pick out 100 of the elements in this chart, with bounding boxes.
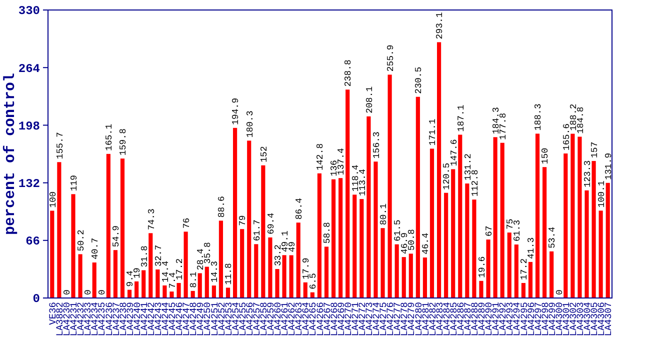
data-label: 208.1 bbox=[364, 86, 375, 114]
bar bbox=[360, 199, 364, 298]
bar bbox=[338, 178, 343, 298]
bar bbox=[388, 74, 392, 298]
bar bbox=[570, 134, 575, 298]
data-label: 171.1 bbox=[428, 118, 438, 146]
data-label: 177.8 bbox=[498, 112, 508, 140]
y-tick-label: 0 bbox=[32, 292, 40, 306]
bar bbox=[542, 167, 547, 298]
data-label: 53.4 bbox=[548, 226, 558, 248]
data-label: 150 bbox=[540, 148, 551, 164]
data-label: 76 bbox=[182, 218, 192, 229]
data-label: 165.1 bbox=[104, 124, 115, 151]
data-label: 180.3 bbox=[245, 110, 256, 138]
bar bbox=[162, 285, 167, 298]
bar bbox=[212, 286, 216, 298]
bar bbox=[422, 258, 427, 298]
bar bbox=[374, 162, 378, 298]
bar bbox=[57, 162, 62, 298]
bar bbox=[247, 140, 252, 298]
bar bbox=[317, 173, 322, 298]
bar bbox=[261, 165, 266, 298]
y-tick-label: 198 bbox=[18, 119, 40, 134]
data-label: 0 bbox=[98, 290, 108, 295]
bar bbox=[550, 251, 554, 298]
data-label: 137.4 bbox=[336, 148, 347, 176]
bar bbox=[578, 136, 582, 298]
bar bbox=[500, 142, 504, 298]
bar bbox=[324, 246, 329, 298]
bar bbox=[408, 254, 413, 298]
data-label: 54.9 bbox=[112, 225, 122, 248]
data-label: 157 bbox=[590, 142, 600, 158]
data-label: 86.4 bbox=[294, 198, 304, 220]
bar bbox=[598, 210, 603, 298]
bar bbox=[416, 96, 420, 298]
data-label: 184.8 bbox=[576, 106, 586, 134]
bar bbox=[156, 269, 160, 298]
data-label: 187.1 bbox=[456, 104, 466, 132]
y-tick-label: 264 bbox=[18, 62, 40, 76]
data-label: 100.1 bbox=[596, 180, 607, 208]
bar bbox=[479, 280, 484, 298]
bar bbox=[142, 270, 146, 298]
y-tick-label: 330 bbox=[18, 4, 40, 18]
bar bbox=[50, 210, 54, 298]
data-label: 49 bbox=[287, 241, 298, 252]
data-label: 80.1 bbox=[378, 203, 389, 226]
bar bbox=[303, 282, 308, 298]
data-label: 67 bbox=[484, 226, 494, 237]
bar bbox=[134, 281, 139, 298]
bar bbox=[218, 220, 224, 298]
bar bbox=[458, 134, 462, 298]
data-label: 131.9 bbox=[604, 152, 614, 180]
data-label: 40.7 bbox=[90, 238, 101, 260]
data-label: 123.3 bbox=[582, 160, 593, 188]
data-label: 6.5 bbox=[308, 273, 319, 290]
data-label: 17.2 bbox=[520, 258, 530, 280]
y-tick-label: 66 bbox=[26, 234, 40, 249]
bar bbox=[106, 154, 110, 298]
data-label: 159.8 bbox=[118, 128, 129, 156]
bar bbox=[296, 222, 300, 298]
bar bbox=[184, 232, 188, 298]
bar bbox=[176, 282, 181, 298]
bar bbox=[606, 182, 610, 298]
bar bbox=[366, 116, 371, 298]
bar bbox=[282, 255, 286, 298]
data-label: 74.3 bbox=[146, 208, 157, 230]
data-label: 0 bbox=[62, 290, 72, 295]
bar bbox=[240, 229, 244, 298]
data-label: 194.9 bbox=[231, 98, 242, 125]
data-label: 238.8 bbox=[344, 60, 354, 87]
data-label: 293.1 bbox=[435, 12, 446, 40]
bar bbox=[71, 194, 76, 298]
bar bbox=[289, 255, 294, 298]
data-label: 230.5 bbox=[414, 66, 424, 94]
data-label: 0 bbox=[83, 290, 94, 295]
data-label: 112.8 bbox=[470, 170, 480, 197]
data-label: 46.4 bbox=[421, 232, 432, 255]
data-label: 19 bbox=[132, 268, 143, 278]
bar bbox=[430, 148, 434, 298]
bar bbox=[472, 200, 476, 298]
bar bbox=[268, 237, 272, 298]
bar bbox=[444, 192, 448, 298]
bar bbox=[331, 179, 336, 298]
bar bbox=[528, 262, 533, 298]
bar bbox=[486, 240, 490, 298]
bar bbox=[465, 184, 470, 298]
data-label: 188.3 bbox=[534, 104, 544, 131]
data-label: 61.7 bbox=[252, 220, 262, 242]
data-label: 156.3 bbox=[372, 132, 382, 159]
bar bbox=[352, 194, 357, 298]
bar bbox=[507, 232, 512, 298]
data-label: 11.8 bbox=[224, 263, 234, 285]
bar bbox=[493, 137, 498, 298]
bar bbox=[346, 90, 350, 298]
bar bbox=[394, 244, 399, 298]
bar bbox=[564, 153, 568, 298]
bar bbox=[584, 190, 589, 298]
data-label: 61.3 bbox=[512, 220, 523, 242]
data-label: 19.6 bbox=[477, 256, 488, 278]
bar bbox=[148, 233, 153, 298]
